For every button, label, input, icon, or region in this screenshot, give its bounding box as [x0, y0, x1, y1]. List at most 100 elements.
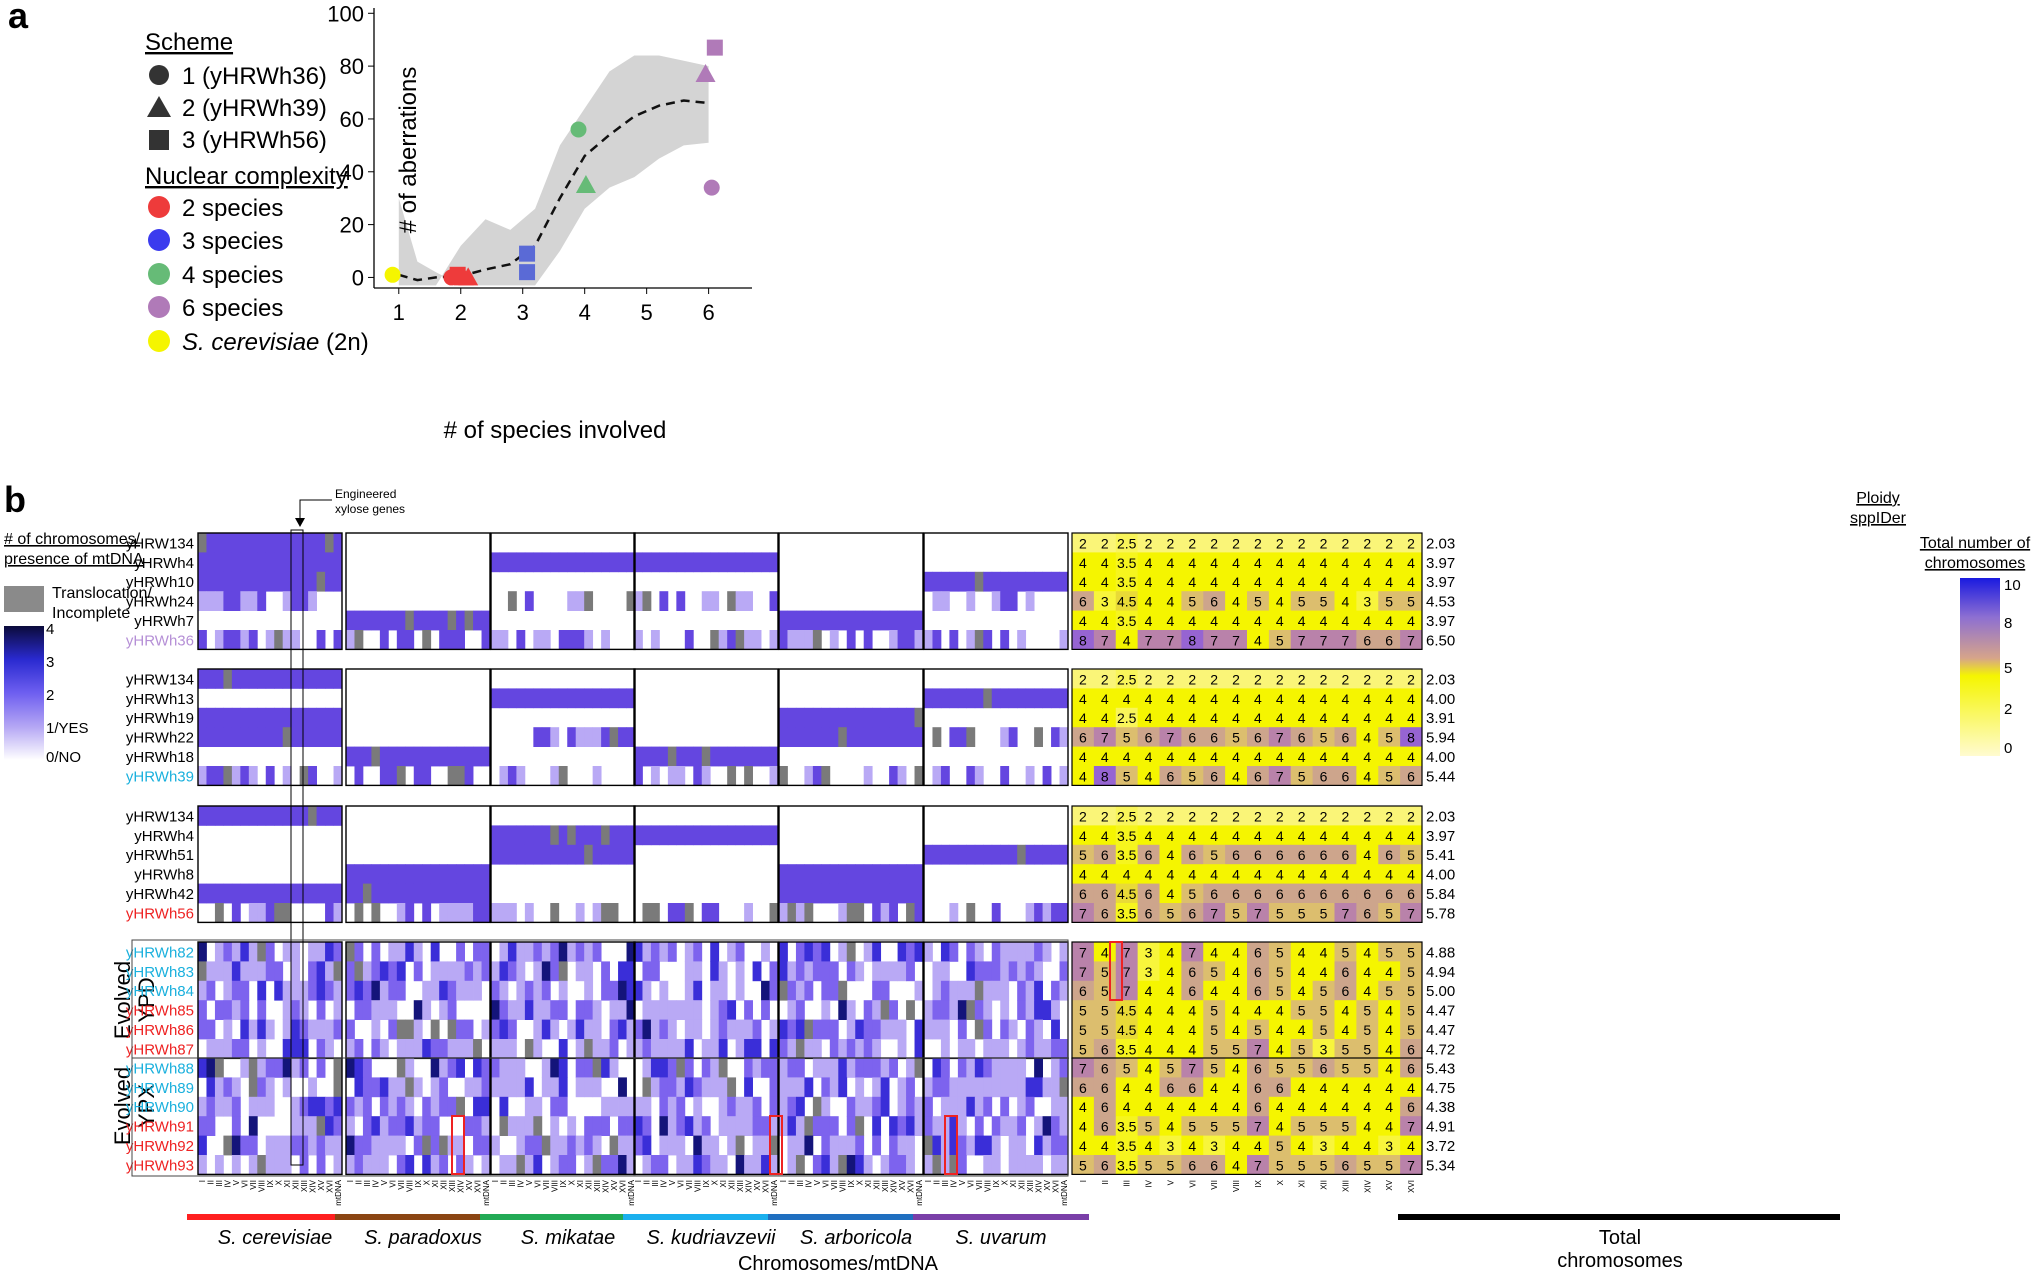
heatmap-cell — [223, 1039, 233, 1059]
heatmap-cell — [524, 1135, 534, 1156]
heatmap-cell — [346, 1019, 355, 1040]
heatmap-cell — [257, 707, 267, 728]
total-value: 6 — [1079, 594, 1087, 610]
total-cell — [1203, 961, 1226, 982]
total-cell — [1072, 864, 1095, 884]
total-cell — [1093, 883, 1117, 904]
heatmap-cell — [761, 1116, 770, 1136]
total-value: 4 — [1254, 828, 1262, 844]
total-value: 4 — [1363, 710, 1371, 726]
chrom-tick-label: XII — [439, 1180, 448, 1190]
total-value: 4.5 — [1117, 594, 1137, 610]
total-cell — [1290, 727, 1314, 747]
total-cell — [1356, 1116, 1379, 1136]
total-value: 4 — [1298, 944, 1306, 960]
heatmap-cell — [1059, 903, 1069, 923]
heatmap-cell — [906, 942, 915, 962]
heatmap-cell — [231, 883, 241, 904]
heatmap-cell — [787, 980, 797, 1001]
heatmap-cell — [291, 1135, 301, 1156]
heatmap-cell — [550, 688, 560, 709]
chrom-tick-label: XII — [727, 1180, 736, 1190]
total-cell — [1312, 727, 1335, 747]
heatmap-cell — [354, 961, 364, 982]
heatmap-cell — [897, 1116, 907, 1136]
heatmap-cell — [308, 961, 317, 982]
heatmap-cell — [752, 1135, 762, 1156]
heatmap-cell — [516, 766, 526, 786]
heatmap-cell — [362, 746, 372, 767]
heatmap-cell — [889, 883, 898, 904]
heatmap-cell — [701, 1116, 711, 1136]
heatmap-cell — [499, 1077, 509, 1098]
species-panel-border — [778, 532, 924, 651]
chrom-tick-label: VI — [822, 1180, 831, 1188]
heatmap-cell — [223, 630, 233, 650]
total-cell — [1356, 903, 1379, 923]
total-cell — [1159, 1077, 1182, 1098]
scheme-1-label: 1 (yHRWh36) — [182, 63, 327, 90]
heatmap-cell — [507, 1019, 517, 1040]
heatmap-cell — [880, 1019, 890, 1040]
heatmap-cell — [744, 825, 753, 846]
heatmap-cell — [744, 630, 753, 650]
total-cell — [1225, 864, 1248, 884]
heatmap-cell — [735, 825, 745, 846]
heatmap-cell — [592, 825, 602, 846]
heatmap-cell — [308, 1116, 317, 1136]
heatmap-cell — [1008, 591, 1018, 611]
total-value: 4 — [1167, 1022, 1175, 1038]
heatmap-cell — [291, 883, 301, 904]
heatmap-cell — [316, 806, 326, 826]
heatmap-cell — [558, 1155, 568, 1175]
total-cell — [1290, 980, 1314, 1001]
total-cell — [1378, 1096, 1401, 1117]
ploidy-value: 4.94 — [1426, 964, 1455, 981]
heatmap-cell — [949, 688, 959, 709]
heatmap-cell — [676, 552, 686, 573]
total-cell — [1203, 669, 1226, 689]
total-value: 4 — [1232, 944, 1240, 960]
total-cell — [1290, 1077, 1314, 1098]
chrom-tick-label: XIV — [308, 1179, 317, 1193]
total-cell — [1072, 669, 1095, 689]
heatmap-cell — [914, 1058, 924, 1078]
heatmap-cell — [710, 825, 720, 846]
heatmap-cell — [541, 688, 551, 709]
heatmap-cell — [473, 610, 482, 631]
heatmap-cell — [727, 591, 737, 611]
heatmap-cell — [795, 610, 805, 631]
heatmap-cell — [829, 1019, 839, 1040]
total-value: 4 — [1320, 944, 1328, 960]
heatmap-cell — [957, 1116, 967, 1136]
total-cell — [1225, 533, 1248, 553]
heatmap-cell — [804, 1019, 814, 1040]
total-value: 4 — [1079, 710, 1087, 726]
total-value: 5 — [1210, 1022, 1218, 1038]
total-cell — [1072, 1058, 1095, 1078]
heatmap-cell — [718, 630, 728, 650]
heatmap-cell — [346, 1096, 355, 1117]
total-value: 4 — [1363, 1119, 1371, 1135]
total-value: 5 — [1079, 1022, 1087, 1038]
heatmap-cell — [1017, 942, 1027, 962]
heatmap-cell — [718, 1096, 728, 1117]
heatmap-cell — [889, 630, 898, 650]
heatmap-cell — [214, 766, 224, 786]
total-value: 3 — [1363, 594, 1371, 610]
species-panel-border — [345, 668, 491, 787]
heatmap-cell — [422, 883, 432, 904]
heatmap-cell — [558, 688, 568, 709]
heatmap-cell — [413, 1019, 423, 1040]
total-value: 6 — [1167, 768, 1175, 784]
chrom-tick-label: VIII — [984, 1180, 993, 1192]
total-value: 4 — [1188, 1099, 1196, 1115]
heatmap-cell — [701, 825, 711, 846]
heatmap-cell — [1042, 1135, 1052, 1156]
heatmap-cell — [499, 1096, 509, 1117]
heatmap-cell — [812, 942, 822, 962]
total-value: 6 — [1254, 768, 1262, 784]
total-cell — [1203, 883, 1226, 904]
chrom-tick-label: XIII — [448, 1180, 457, 1192]
heatmap-cell — [265, 961, 275, 982]
